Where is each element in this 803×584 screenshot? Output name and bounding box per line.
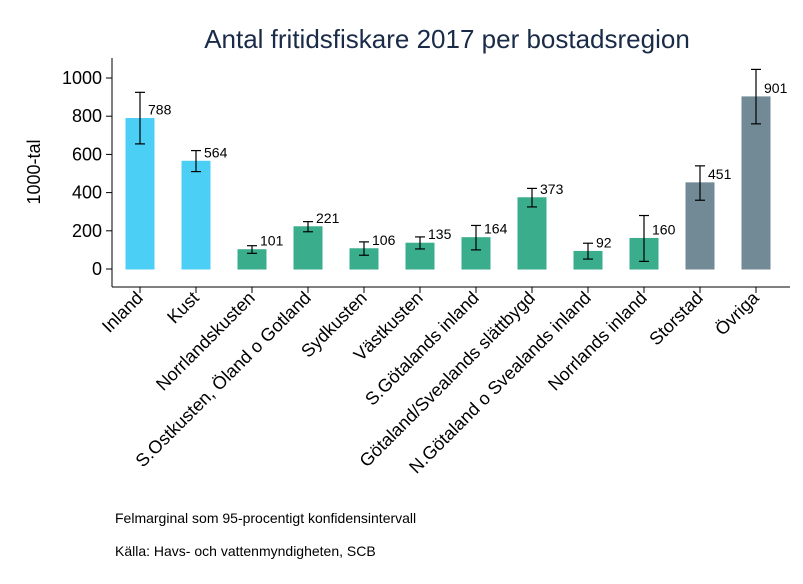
value-label-7: 373 — [540, 181, 564, 197]
plot-area: 0 200 400 600 800 1000 788 Inland 564 Kust 101 Norr… — [62, 58, 790, 477]
value-label-10: 451 — [708, 166, 732, 182]
value-label-8: 92 — [596, 234, 612, 250]
y-tick-label: 1000 — [62, 68, 102, 88]
value-label-9: 160 — [652, 221, 676, 237]
value-label-11: 901 — [764, 80, 788, 96]
value-label-2: 101 — [260, 233, 284, 249]
value-label-4: 106 — [372, 232, 396, 248]
category-label-2: Norrlandskusten — [152, 288, 259, 395]
value-label-0: 788 — [148, 101, 172, 117]
y-tick-label: 0 — [92, 259, 102, 279]
chart-title: Antal fritidsfiskare 2017 per bostadsreg… — [204, 24, 690, 54]
category-label-0: Inland — [98, 288, 147, 337]
value-label-6: 164 — [484, 221, 508, 237]
y-tick-label: 600 — [72, 144, 102, 164]
ci-note: Felmarginal som 95-procentigt konfidensi… — [115, 510, 417, 526]
bar-3 — [293, 226, 323, 270]
category-label-10: Storstad — [645, 288, 707, 350]
bar-7 — [517, 197, 547, 270]
y-tick-label: 400 — [72, 183, 102, 203]
y-tick-label: 200 — [72, 221, 102, 241]
y-axis-label: 1000-tal — [24, 139, 44, 204]
value-label-1: 564 — [204, 144, 228, 160]
source-note: Källa: Havs- och vattenmyndigheten, SCB — [115, 543, 376, 559]
category-label-1: Kust — [163, 288, 203, 328]
bar-1 — [181, 160, 211, 270]
y-tick-label: 800 — [72, 106, 102, 126]
value-label-3: 221 — [316, 210, 340, 226]
category-label-9: Norrlands inland — [544, 288, 651, 395]
value-label-5: 135 — [428, 226, 452, 242]
category-label-11: Övriga — [711, 287, 763, 339]
